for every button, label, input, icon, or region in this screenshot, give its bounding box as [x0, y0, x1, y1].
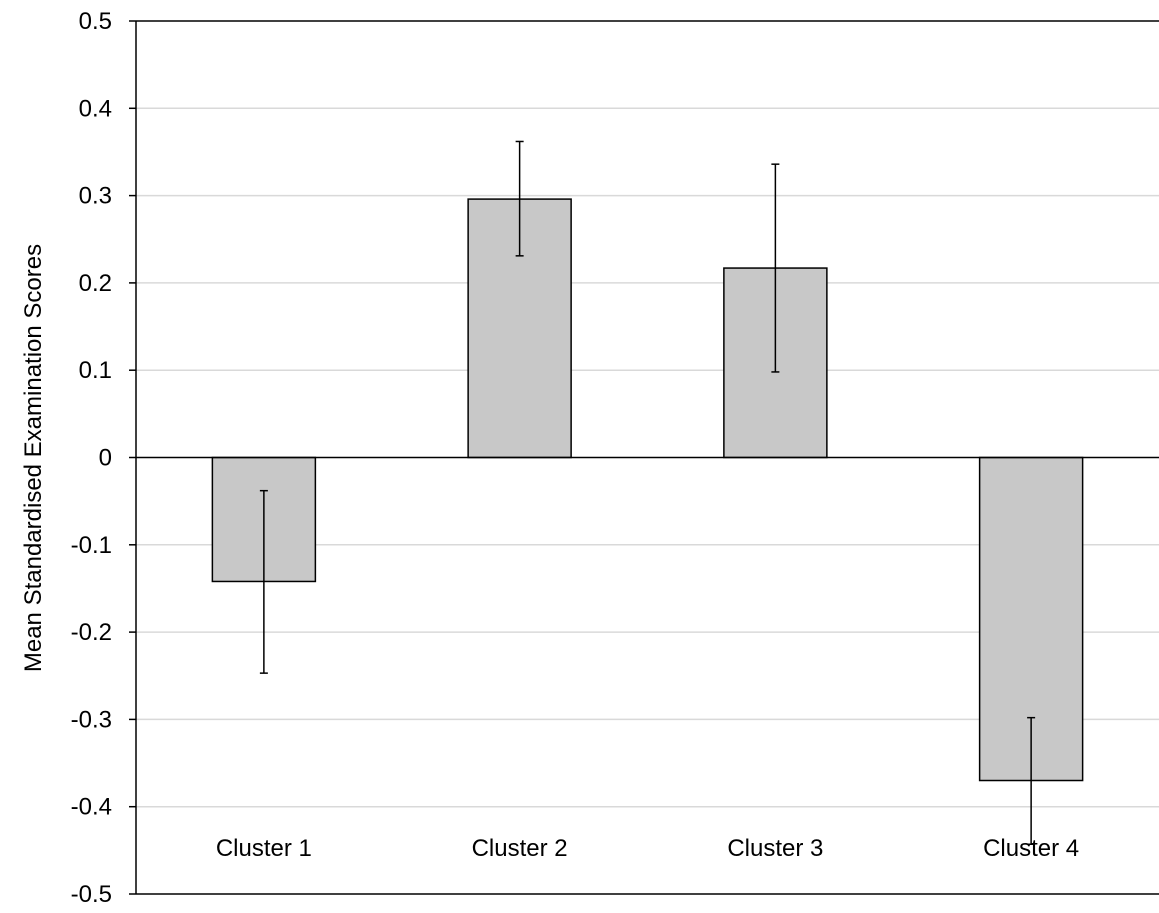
y-axis-title: Mean Standardised Examination Scores [20, 244, 47, 672]
y-tick-label: 0.2 [79, 270, 112, 297]
y-tick-label: 0.5 [79, 8, 112, 35]
axes [129, 20, 1159, 895]
y-tick-label: 0 [99, 445, 112, 472]
category-label: Cluster 2 [472, 835, 568, 862]
y-tick-label: -0.1 [71, 532, 112, 559]
bars [211, 198, 1084, 782]
y-tick-label: -0.2 [71, 619, 112, 646]
y-tick-label: 0.3 [79, 183, 112, 210]
category-label: Cluster 3 [727, 835, 823, 862]
y-tick-label: 0.1 [79, 357, 112, 384]
y-tick-label: -0.5 [71, 881, 112, 908]
error-bars [259, 140, 1036, 845]
y-tick-label: -0.4 [71, 794, 112, 821]
y-tick-label: 0.4 [79, 95, 112, 122]
y-tick-labels: 0.5 0.4 0.3 0.2 0.1 0 -0.1 -0.2 -0.3 -0.4 -0.5 [71, 8, 112, 908]
category-label: Cluster 4 [983, 835, 1079, 862]
y-tick-label: -0.3 [71, 706, 112, 733]
category-labels: Cluster 1 Cluster 2 Cluster 3 Cluster 4 [216, 835, 1079, 862]
category-label: Cluster 1 [216, 835, 312, 862]
